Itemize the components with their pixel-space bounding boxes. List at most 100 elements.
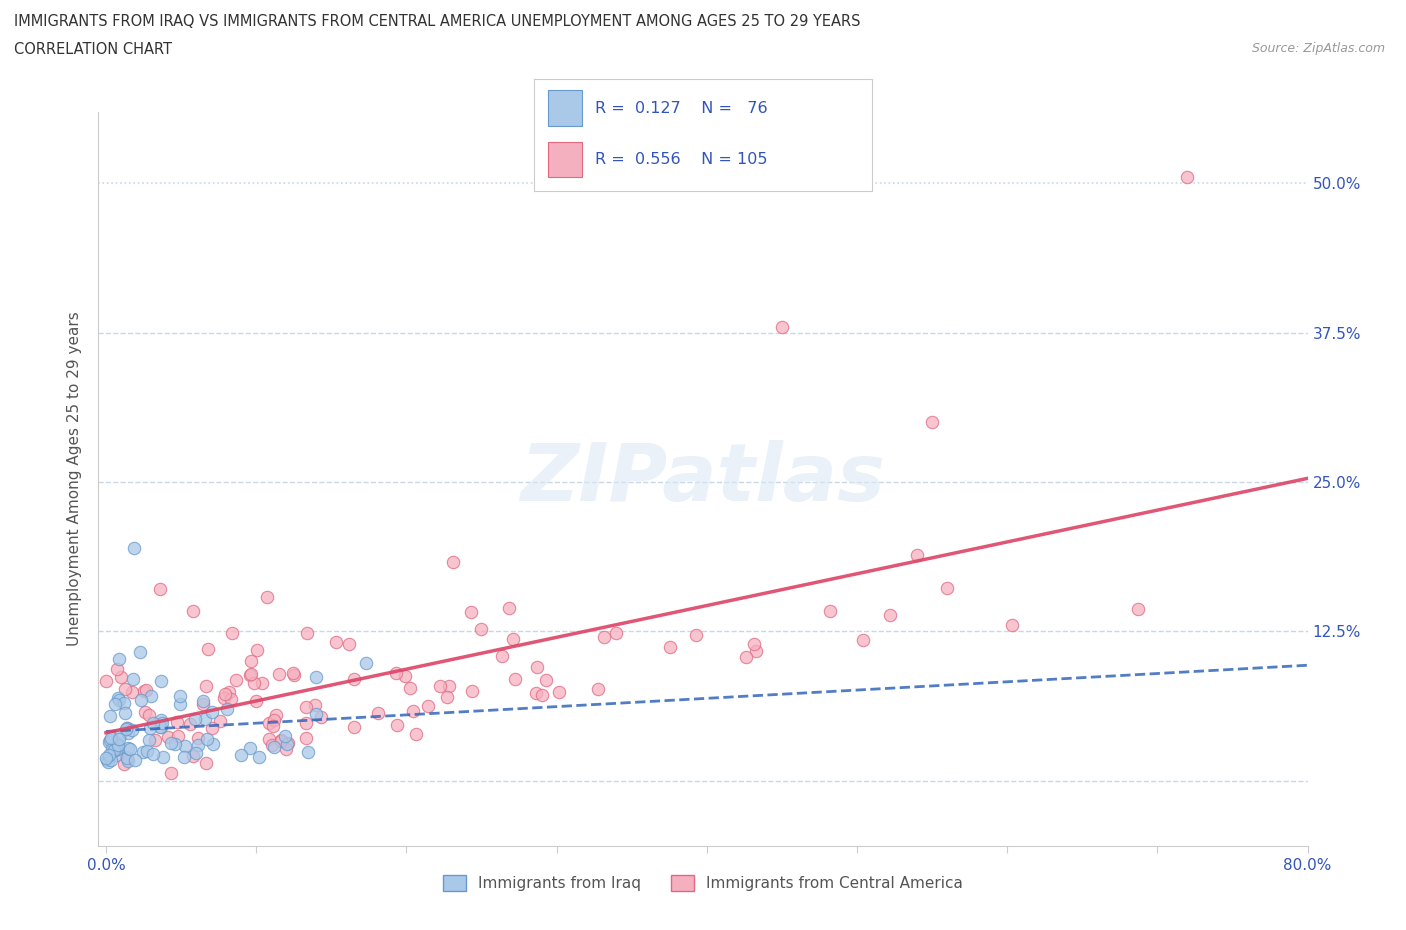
Point (491, 648, 513, 663)
Point (105, 661, 128, 676)
Point (394, 669, 416, 684)
Point (96, 674, 118, 689)
Legend: Immigrants from Iraq, Immigrants from Central America: Immigrants from Iraq, Immigrants from Ce… (436, 870, 970, 897)
Point (524, 685, 547, 700)
Point (263, 739, 285, 754)
Point (295, 730, 318, 745)
Point (305, 670, 328, 684)
Point (139, 721, 162, 736)
Point (239, 741, 262, 756)
Point (257, 731, 280, 746)
Point (770, 319, 793, 334)
Point (105, 735, 128, 750)
Point (134, 705, 156, 720)
Point (183, 604, 205, 618)
Point (112, 757, 135, 772)
Point (201, 704, 224, 719)
Point (239, 668, 262, 683)
Point (605, 625, 627, 640)
Y-axis label: Unemployment Among Ages 25 to 29 years: Unemployment Among Ages 25 to 29 years (67, 312, 83, 646)
Point (744, 636, 766, 651)
Point (250, 676, 273, 691)
Point (152, 750, 174, 764)
Point (117, 753, 139, 768)
Point (225, 672, 247, 687)
Point (283, 666, 305, 681)
Point (107, 691, 129, 706)
Point (117, 725, 139, 740)
Point (169, 697, 191, 711)
Point (356, 656, 378, 671)
Point (212, 690, 235, 705)
Point (191, 697, 214, 711)
Point (309, 710, 332, 724)
Point (143, 733, 166, 748)
Point (246, 642, 269, 657)
Point (173, 750, 195, 764)
Point (142, 747, 165, 762)
Point (97, 755, 120, 770)
Point (117, 720, 139, 735)
Point (202, 737, 225, 751)
Point (270, 733, 292, 748)
Point (416, 698, 439, 713)
Point (166, 714, 188, 729)
Point (295, 625, 318, 640)
Text: ZIPatlas: ZIPatlas (520, 440, 886, 518)
Point (105, 741, 128, 756)
Point (160, 736, 183, 751)
Point (104, 697, 127, 711)
Point (905, 548, 928, 563)
Point (503, 671, 526, 686)
Point (115, 750, 138, 764)
Point (526, 660, 548, 675)
Point (460, 604, 482, 619)
Point (100, 731, 122, 746)
Point (818, 604, 841, 618)
Text: Source: ZipAtlas.com: Source: ZipAtlas.com (1251, 42, 1385, 55)
Point (239, 653, 262, 668)
Point (879, 607, 901, 622)
Point (136, 743, 159, 758)
Point (267, 666, 290, 681)
Point (97, 734, 120, 749)
Point (159, 765, 181, 780)
Text: R =  0.127    N =   76: R = 0.127 N = 76 (595, 100, 768, 115)
Point (184, 711, 207, 726)
Point (283, 668, 305, 683)
Point (502, 631, 524, 646)
Point (108, 652, 131, 667)
Point (131, 745, 153, 760)
Point (197, 731, 219, 746)
Point (530, 688, 553, 703)
Point (149, 720, 172, 735)
Point (103, 743, 125, 758)
Point (402, 703, 425, 718)
Point (149, 673, 172, 688)
Point (101, 741, 124, 756)
Point (266, 708, 288, 723)
Point (165, 737, 187, 751)
Point (174, 739, 197, 754)
Point (156, 729, 179, 744)
Point (107, 739, 129, 754)
Point (187, 737, 209, 752)
Point (129, 644, 152, 659)
Point (658, 640, 681, 655)
Point (215, 701, 238, 716)
Point (294, 699, 316, 714)
Point (149, 712, 172, 727)
FancyBboxPatch shape (548, 141, 582, 178)
Point (98, 733, 121, 748)
Point (142, 716, 165, 731)
Point (247, 750, 270, 764)
Point (385, 717, 408, 732)
Point (436, 689, 458, 704)
FancyBboxPatch shape (548, 90, 582, 126)
Point (295, 715, 318, 730)
Point (1126, 602, 1149, 617)
Point (110, 728, 132, 743)
Point (218, 684, 240, 699)
Point (214, 686, 236, 701)
Point (405, 726, 427, 741)
